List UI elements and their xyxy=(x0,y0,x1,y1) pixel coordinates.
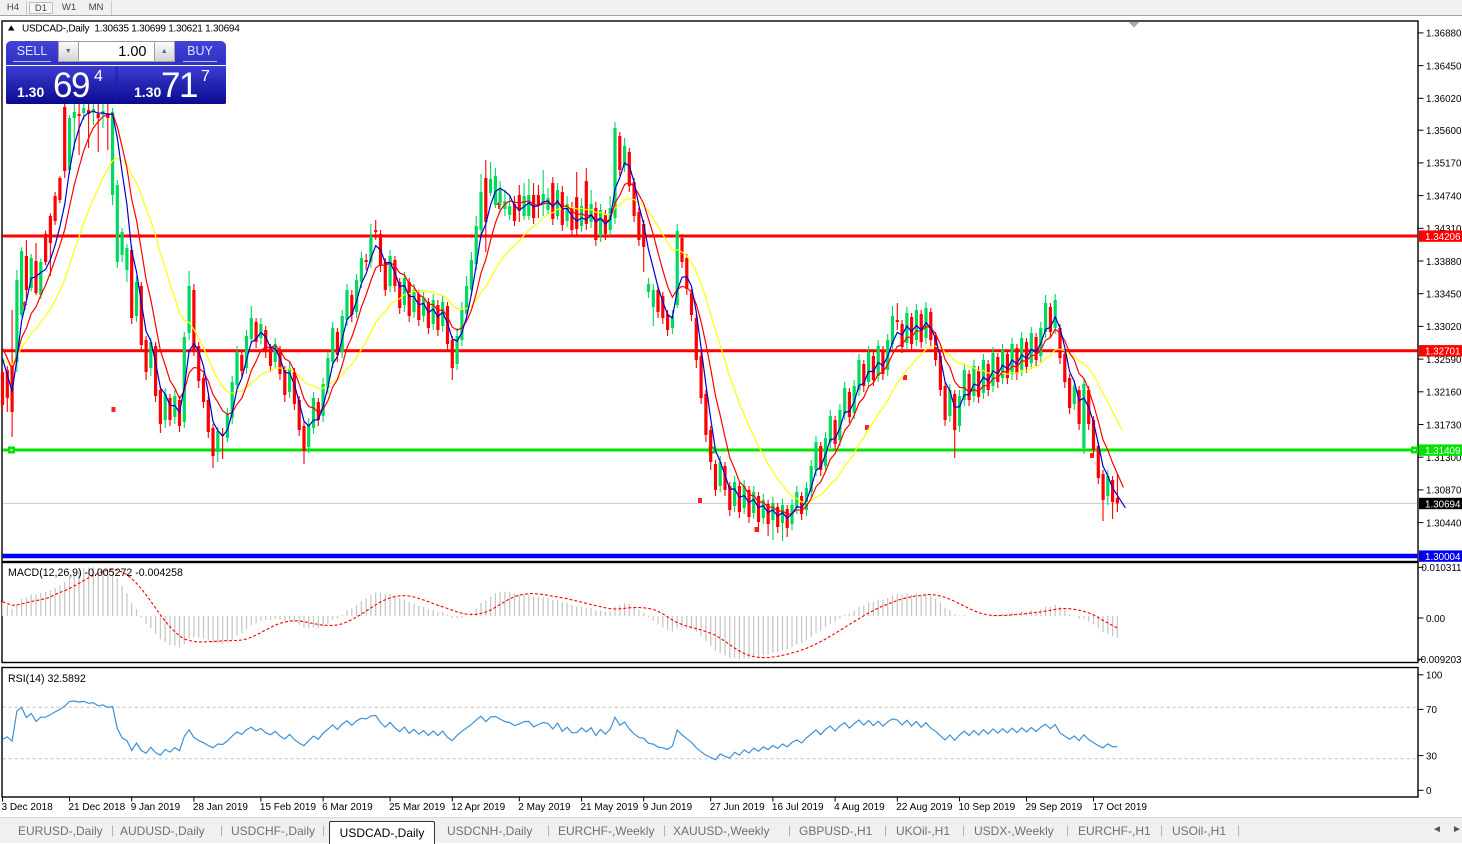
svg-text:17 Oct 2019: 17 Oct 2019 xyxy=(1093,802,1148,813)
svg-text:1.31300: 1.31300 xyxy=(1426,453,1462,464)
svg-text:27 Jun 2019: 27 Jun 2019 xyxy=(710,802,765,813)
svg-text:28 Jan 2019: 28 Jan 2019 xyxy=(193,802,248,813)
svg-text:100: 100 xyxy=(1426,671,1443,682)
svg-text:1.33450: 1.33450 xyxy=(1426,290,1462,301)
svg-text:1.30440: 1.30440 xyxy=(1426,518,1462,529)
svg-text:1.33880: 1.33880 xyxy=(1426,257,1462,268)
svg-text:21 May 2019: 21 May 2019 xyxy=(581,802,639,813)
svg-text:1.32701: 1.32701 xyxy=(1425,347,1460,358)
svg-text:10 Sep 2019: 10 Sep 2019 xyxy=(959,802,1016,813)
svg-text:1.36880: 1.36880 xyxy=(1426,29,1462,40)
svg-text:29 Sep 2019: 29 Sep 2019 xyxy=(1026,802,1083,813)
svg-text:USDCAD-,Daily 1.30635 1.30699: USDCAD-,Daily 1.30635 1.30699 1.30621 1.… xyxy=(22,24,240,35)
svg-text:1.30004: 1.30004 xyxy=(1425,552,1461,563)
svg-text:1.32160: 1.32160 xyxy=(1426,388,1462,399)
svg-text:1.35600: 1.35600 xyxy=(1426,126,1462,137)
svg-text:21 Dec 2018: 21 Dec 2018 xyxy=(69,802,126,813)
svg-text:1.34310: 1.34310 xyxy=(1426,224,1462,235)
svg-text:1.30870: 1.30870 xyxy=(1426,486,1462,497)
svg-text:30: 30 xyxy=(1426,751,1437,762)
svg-text:0.00: 0.00 xyxy=(1426,614,1446,625)
svg-text:1.34740: 1.34740 xyxy=(1426,191,1462,202)
svg-text:9 Jun 2019: 9 Jun 2019 xyxy=(643,802,693,813)
svg-text:1.32590: 1.32590 xyxy=(1426,355,1462,366)
svg-text:0: 0 xyxy=(1426,786,1432,797)
svg-text:0.010311: 0.010311 xyxy=(1421,563,1461,574)
svg-text:1.33020: 1.33020 xyxy=(1426,322,1462,333)
svg-text:4 Aug 2019: 4 Aug 2019 xyxy=(834,802,885,813)
svg-text:1.31730: 1.31730 xyxy=(1426,420,1462,431)
svg-text:9 Jan 2019: 9 Jan 2019 xyxy=(131,802,181,813)
svg-text:3 Dec 2018: 3 Dec 2018 xyxy=(2,802,54,813)
svg-text:-0.009203: -0.009203 xyxy=(1417,655,1462,666)
svg-text:1.35170: 1.35170 xyxy=(1426,159,1462,170)
svg-text:1.30694: 1.30694 xyxy=(1425,499,1461,510)
svg-text:6 Mar 2019: 6 Mar 2019 xyxy=(322,802,373,813)
svg-text:22 Aug 2019: 22 Aug 2019 xyxy=(896,802,953,813)
svg-text:16 Jul 2019: 16 Jul 2019 xyxy=(772,802,824,813)
svg-text:25 Mar 2019: 25 Mar 2019 xyxy=(389,802,446,813)
svg-text:15 Feb 2019: 15 Feb 2019 xyxy=(260,802,317,813)
svg-text:1.36450: 1.36450 xyxy=(1426,61,1462,72)
svg-text:1.36020: 1.36020 xyxy=(1426,94,1462,105)
svg-text:1.34206: 1.34206 xyxy=(1425,232,1461,243)
svg-text:70: 70 xyxy=(1426,705,1437,716)
svg-text:12 Apr 2019: 12 Apr 2019 xyxy=(451,802,505,813)
svg-text:1.31409: 1.31409 xyxy=(1425,446,1460,457)
svg-text:2 May 2019: 2 May 2019 xyxy=(518,802,571,813)
